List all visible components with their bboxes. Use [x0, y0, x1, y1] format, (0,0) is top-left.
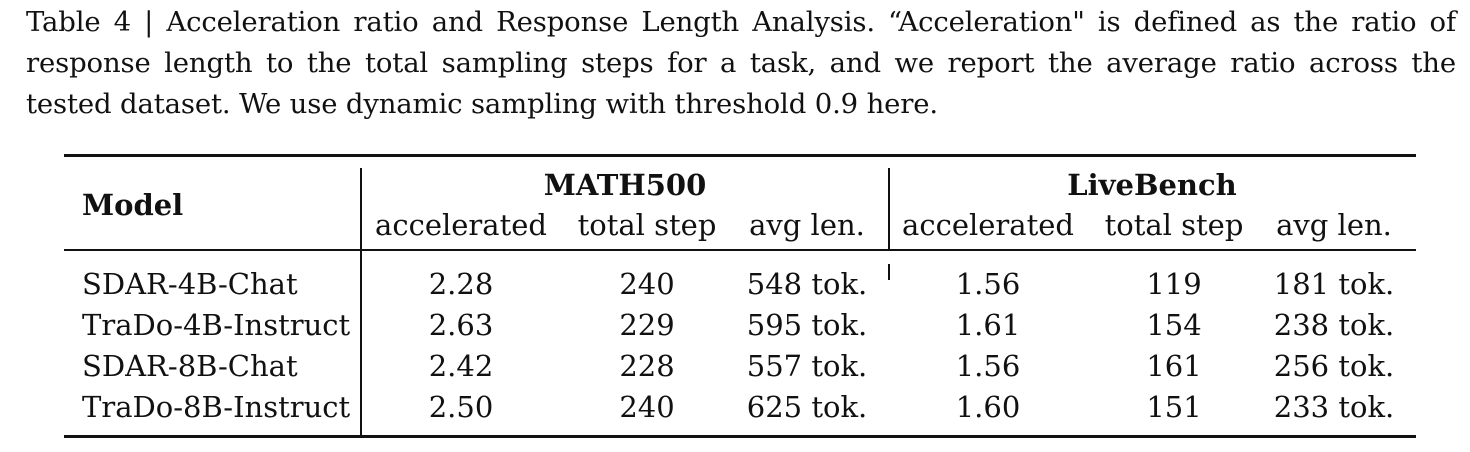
table-cell: 233 tok.: [1273, 390, 1395, 424]
table-cell: 154: [1146, 308, 1202, 342]
body-divider-model: [360, 249, 362, 435]
body-divider-groups: [888, 264, 890, 280]
table-cell: 2.63: [428, 308, 494, 342]
group-header-math500: MATH500: [543, 168, 707, 202]
table-cell: 2.42: [428, 349, 494, 383]
table-caption: Table 4 | Acceleration ratio and Respons…: [26, 6, 1456, 120]
table-header-rule: [64, 249, 1416, 251]
table-cell: 2.50: [428, 390, 494, 424]
row-model: TraDo-4B-Instruct: [82, 308, 351, 342]
table-cell: 548 tok.: [746, 267, 868, 301]
table-cell: 625 tok.: [746, 390, 868, 424]
table-cell: 228: [619, 349, 675, 383]
table-bottom-rule: [64, 435, 1416, 438]
table-cell: 240: [619, 267, 675, 301]
subheader-live-total-step: total step: [1104, 208, 1244, 242]
table-cell: 229: [619, 308, 675, 342]
table-cell: 1.56: [955, 267, 1021, 301]
header-divider-model: [360, 168, 362, 249]
table-cell: 1.61: [955, 308, 1021, 342]
group-header-livebench: LiveBench: [1067, 168, 1237, 202]
table-top-rule: [64, 154, 1416, 157]
subheader-math-avg-len: avg len.: [749, 208, 865, 242]
results-table: Model MATH500 LiveBench accelerated tota…: [64, 154, 1416, 440]
subheader-live-avg-len: avg len.: [1276, 208, 1392, 242]
table-cell: 181 tok.: [1273, 267, 1395, 301]
table-cell: 557 tok.: [746, 349, 868, 383]
row-model: SDAR-4B-Chat: [82, 267, 298, 301]
table-cell: 1.60: [955, 390, 1021, 424]
model-column-header: Model: [82, 188, 184, 222]
subheader-math-accelerated: accelerated: [375, 208, 547, 242]
table-cell: 2.28: [428, 267, 494, 301]
row-model: SDAR-8B-Chat: [82, 349, 298, 383]
row-model: TraDo-8B-Instruct: [82, 390, 351, 424]
table-cell: 595 tok.: [746, 308, 868, 342]
table-cell: 161: [1146, 349, 1202, 383]
table-cell: 238 tok.: [1273, 308, 1395, 342]
table-cell: 240: [619, 390, 675, 424]
table-cell: 1.56: [955, 349, 1021, 383]
subheader-math-total-step: total step: [577, 208, 717, 242]
table-cell: 119: [1146, 267, 1202, 301]
subheader-live-accelerated: accelerated: [902, 208, 1074, 242]
table-cell: 256 tok.: [1273, 349, 1395, 383]
table-cell: 151: [1146, 390, 1202, 424]
header-divider-groups: [888, 168, 890, 249]
